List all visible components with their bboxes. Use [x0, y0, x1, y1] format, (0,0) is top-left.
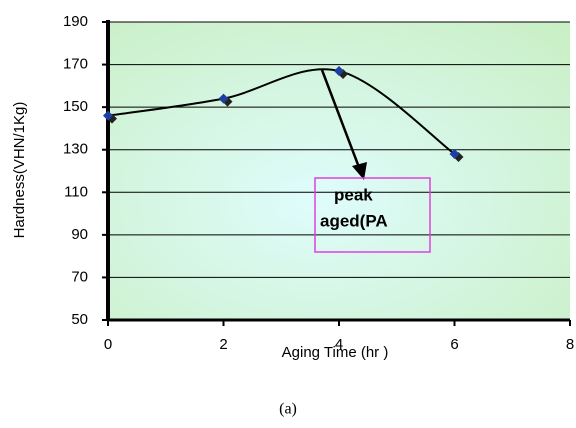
- arrow-head: [352, 162, 367, 180]
- y-tick-label: 50: [71, 311, 88, 328]
- y-tick-label: 90: [71, 226, 88, 243]
- x-tick-label: 0: [104, 336, 112, 353]
- x-tick-label: 4: [335, 336, 343, 353]
- arrow-shaft: [320, 69, 362, 171]
- marker: [218, 93, 229, 104]
- y-tick-label: 150: [63, 98, 88, 115]
- y-tick-label: 70: [71, 268, 88, 285]
- x-axis-label: Aging Time (hr ): [282, 344, 389, 361]
- marker: [334, 65, 344, 76]
- x-tick-label: 8: [566, 336, 574, 353]
- annotation-text: peak: [334, 185, 373, 204]
- x-tick-label: 2: [219, 336, 227, 353]
- marker: [449, 148, 460, 159]
- y-tick-label: 110: [64, 183, 88, 200]
- annotation-text: aged(PA: [320, 211, 388, 230]
- y-tick-label: 130: [63, 141, 88, 158]
- y-tick-label: 190: [63, 13, 88, 30]
- x-tick-label: 6: [450, 336, 458, 353]
- marker: [103, 110, 113, 121]
- caption: (a): [279, 401, 297, 418]
- annotation-box: [314, 177, 431, 253]
- y-axis-label: Hardness(VHN/1Kg): [11, 102, 28, 239]
- trend-line: [107, 68, 456, 155]
- y-tick-label: 170: [63, 56, 88, 73]
